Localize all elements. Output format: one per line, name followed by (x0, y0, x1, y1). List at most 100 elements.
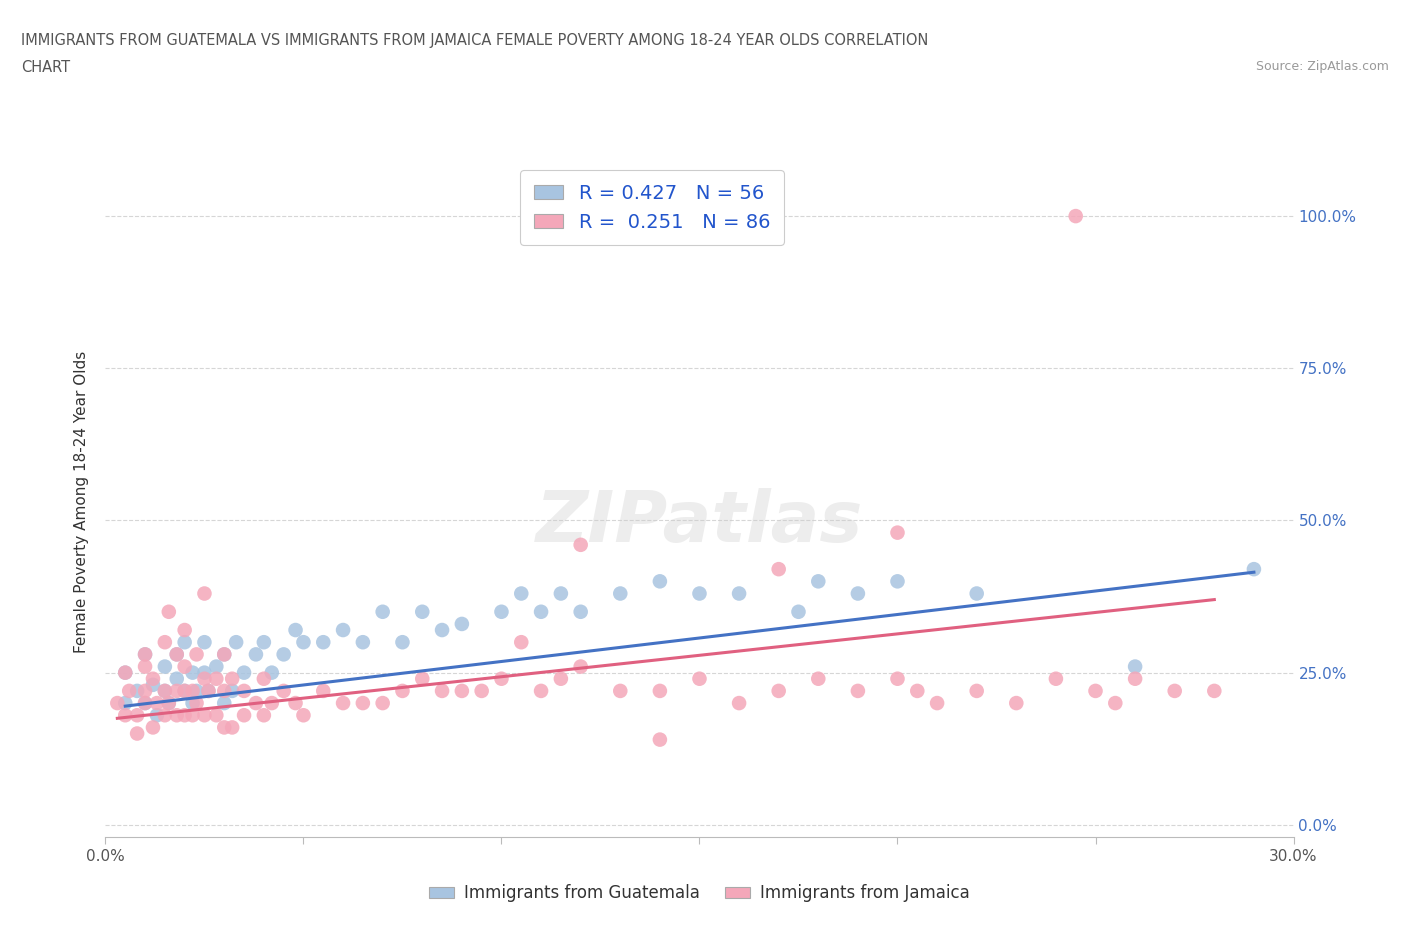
Point (1084, 684, 1107, 698)
Point (181, 708, 204, 723)
Point (142, 677, 165, 692)
Point (134, 659, 156, 674)
Point (886, 671, 908, 686)
Point (114, 665, 136, 680)
Point (157, 696, 180, 711)
Point (352, 635, 374, 650)
Legend: Immigrants from Guatemala, Immigrants from Jamaica: Immigrants from Guatemala, Immigrants fr… (423, 878, 976, 909)
Point (689, 586, 711, 601)
Point (1204, 684, 1226, 698)
Point (193, 708, 215, 723)
Point (197, 684, 219, 698)
Point (430, 622, 453, 637)
Point (245, 647, 267, 662)
Point (221, 684, 243, 698)
Point (768, 684, 790, 698)
Point (127, 708, 149, 723)
Point (173, 635, 195, 650)
Point (134, 647, 156, 662)
Point (728, 696, 751, 711)
Point (530, 604, 553, 619)
Point (221, 671, 243, 686)
Point (550, 671, 572, 686)
Point (768, 562, 790, 577)
Point (166, 684, 188, 698)
Point (787, 604, 810, 619)
Point (550, 586, 572, 601)
Point (193, 665, 215, 680)
Point (166, 647, 188, 662)
Point (273, 647, 295, 662)
Point (284, 622, 307, 637)
Point (146, 696, 169, 711)
Point (332, 696, 354, 711)
Point (146, 708, 169, 723)
Point (142, 671, 165, 686)
Point (391, 684, 413, 698)
Point (471, 684, 494, 698)
Point (186, 647, 208, 662)
Point (193, 635, 215, 650)
Point (166, 708, 188, 723)
Point (114, 708, 136, 723)
Point (411, 671, 433, 686)
Point (253, 708, 276, 723)
Point (233, 665, 256, 680)
Point (253, 671, 276, 686)
Point (292, 635, 315, 650)
Point (153, 635, 176, 650)
Point (510, 635, 533, 650)
Point (332, 622, 354, 637)
Point (411, 604, 433, 619)
Point (186, 696, 208, 711)
Point (173, 622, 195, 637)
Point (134, 696, 156, 711)
Point (846, 586, 869, 601)
Point (214, 647, 236, 662)
Point (1123, 671, 1146, 686)
Point (186, 684, 208, 698)
Point (569, 659, 592, 674)
Point (312, 635, 335, 650)
Point (181, 696, 204, 711)
Point (181, 665, 204, 680)
Point (966, 586, 988, 601)
Point (181, 684, 204, 698)
Point (1104, 696, 1126, 711)
Point (173, 684, 195, 698)
Point (173, 659, 195, 674)
Point (1164, 684, 1187, 698)
Point (153, 659, 176, 674)
Point (609, 586, 631, 601)
Point (925, 696, 948, 711)
Point (193, 586, 215, 601)
Point (807, 671, 830, 686)
Point (134, 696, 156, 711)
Point (205, 708, 228, 723)
Point (205, 659, 228, 674)
Point (1064, 208, 1087, 223)
Point (966, 684, 988, 698)
Point (118, 684, 141, 698)
Point (450, 617, 472, 631)
Point (127, 726, 149, 741)
Point (166, 647, 188, 662)
Point (114, 696, 136, 711)
Point (430, 684, 453, 698)
Point (153, 684, 176, 698)
Point (166, 671, 188, 686)
Text: ZIPatlas: ZIPatlas (536, 488, 863, 557)
Point (214, 684, 236, 698)
Point (510, 586, 533, 601)
Point (173, 708, 195, 723)
Y-axis label: Female Poverty Among 18-24 Year Olds: Female Poverty Among 18-24 Year Olds (75, 352, 90, 654)
Point (153, 708, 176, 723)
Point (225, 635, 247, 650)
Point (114, 665, 136, 680)
Point (530, 684, 553, 698)
Point (371, 696, 394, 711)
Point (905, 684, 928, 698)
Point (491, 671, 513, 686)
Point (214, 647, 236, 662)
Point (391, 635, 413, 650)
